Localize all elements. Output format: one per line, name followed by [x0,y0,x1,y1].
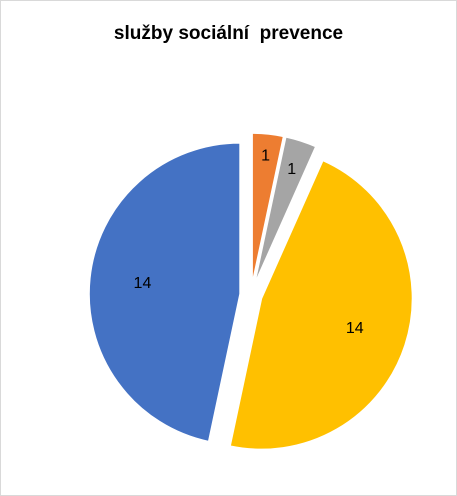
pie-slice [253,135,317,285]
pie-slice [251,132,285,285]
pie-data-label: 14 [134,275,152,292]
pie-data-label: 1 [287,161,296,178]
pie-slice [88,142,241,443]
pie-data-label: 1 [261,148,270,165]
pie-slices [88,132,414,451]
pie-slice [229,159,414,451]
pie-data-label: 14 [346,320,364,337]
pie-data-labels: 11 14 14 [134,148,364,337]
chart-title: služby sociální prevence [113,23,344,44]
